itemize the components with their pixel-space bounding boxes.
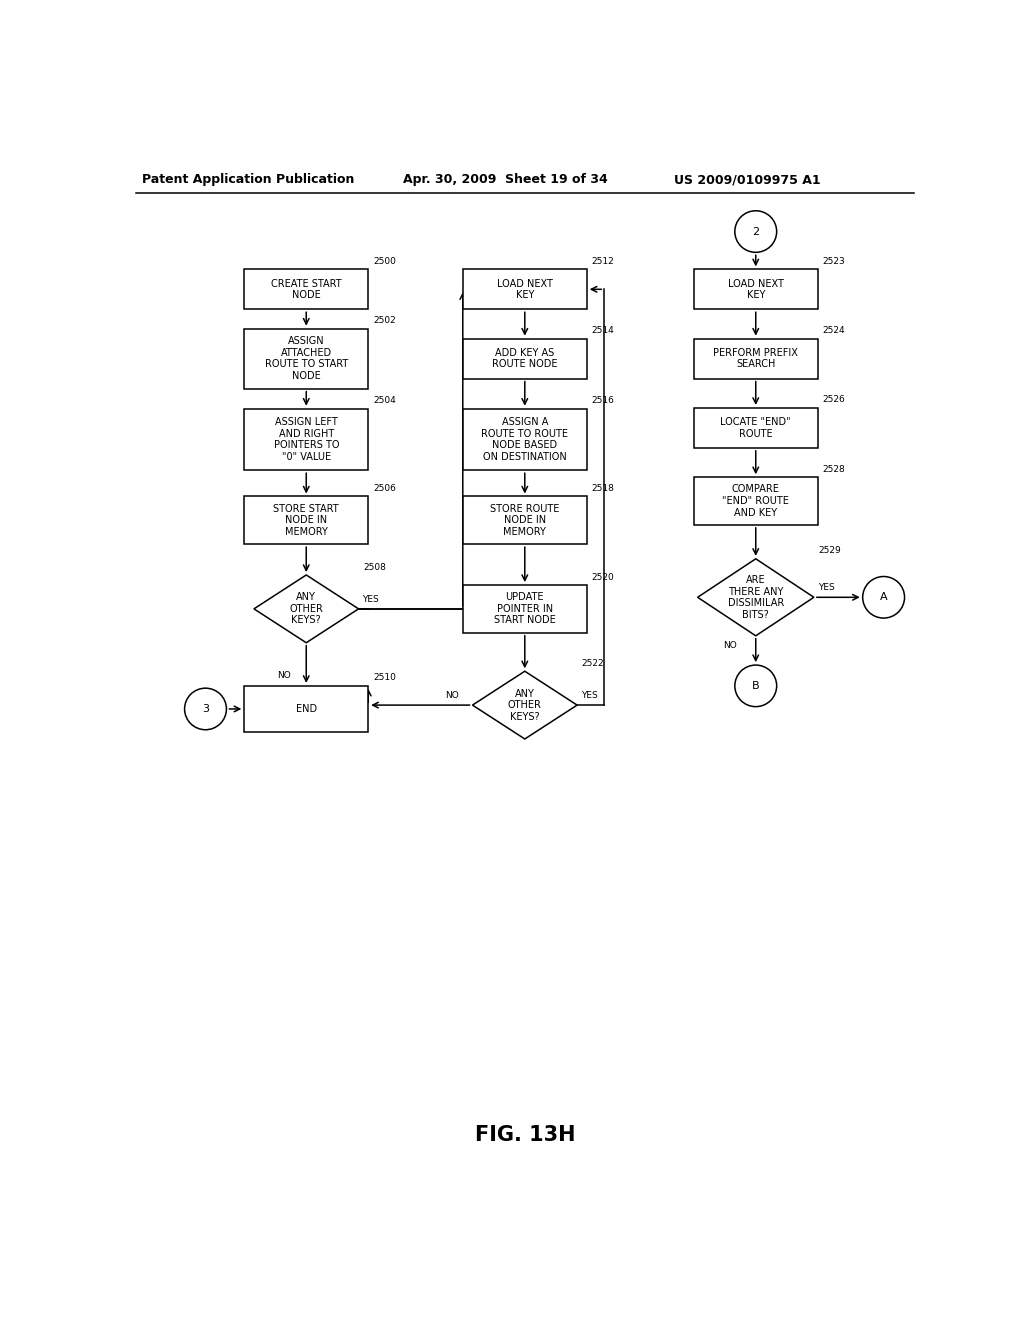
FancyBboxPatch shape	[693, 478, 818, 525]
Text: YES: YES	[581, 690, 598, 700]
FancyBboxPatch shape	[245, 409, 369, 470]
Text: ASSIGN LEFT
AND RIGHT
POINTERS TO
"0" VALUE: ASSIGN LEFT AND RIGHT POINTERS TO "0" VA…	[273, 417, 339, 462]
Text: 2504: 2504	[373, 396, 395, 405]
Text: NO: NO	[276, 672, 291, 680]
Text: NO: NO	[445, 690, 459, 700]
FancyBboxPatch shape	[693, 339, 818, 379]
Circle shape	[735, 211, 776, 252]
Text: 2502: 2502	[373, 317, 395, 325]
Text: 2508: 2508	[364, 562, 386, 572]
Text: 2512: 2512	[592, 257, 614, 265]
FancyBboxPatch shape	[693, 408, 818, 447]
Text: END: END	[296, 704, 316, 714]
Text: YES: YES	[818, 583, 835, 591]
Circle shape	[735, 665, 776, 706]
Text: YES: YES	[362, 595, 379, 605]
Text: LOAD NEXT
KEY: LOAD NEXT KEY	[728, 279, 783, 300]
Text: UPDATE
POINTER IN
START NODE: UPDATE POINTER IN START NODE	[494, 593, 556, 626]
Text: STORE ROUTE
NODE IN
MEMORY: STORE ROUTE NODE IN MEMORY	[490, 504, 559, 537]
FancyBboxPatch shape	[245, 269, 369, 309]
Polygon shape	[697, 558, 814, 636]
Text: 2: 2	[753, 227, 760, 236]
Text: US 2009/0109975 A1: US 2009/0109975 A1	[675, 173, 821, 186]
Circle shape	[184, 688, 226, 730]
Text: Apr. 30, 2009  Sheet 19 of 34: Apr. 30, 2009 Sheet 19 of 34	[403, 173, 608, 186]
FancyBboxPatch shape	[463, 339, 587, 379]
FancyBboxPatch shape	[693, 269, 818, 309]
Text: B: B	[752, 681, 760, 690]
Text: ASSIGN A
ROUTE TO ROUTE
NODE BASED
ON DESTINATION: ASSIGN A ROUTE TO ROUTE NODE BASED ON DE…	[481, 417, 568, 462]
FancyBboxPatch shape	[245, 496, 369, 544]
Text: PERFORM PREFIX
SEARCH: PERFORM PREFIX SEARCH	[714, 347, 798, 370]
Text: NO: NO	[723, 642, 737, 651]
Text: STORE START
NODE IN
MEMORY: STORE START NODE IN MEMORY	[273, 504, 339, 537]
Polygon shape	[472, 671, 578, 739]
Text: LOCATE "END"
ROUTE: LOCATE "END" ROUTE	[721, 417, 792, 438]
Text: 2520: 2520	[592, 573, 614, 582]
Text: CREATE START
NODE: CREATE START NODE	[271, 279, 342, 300]
Text: Patent Application Publication: Patent Application Publication	[142, 173, 354, 186]
Text: 2518: 2518	[592, 484, 614, 494]
Text: ANY
OTHER
KEYS?: ANY OTHER KEYS?	[508, 689, 542, 722]
Text: 2526: 2526	[822, 396, 845, 404]
FancyBboxPatch shape	[463, 496, 587, 544]
Text: 2514: 2514	[592, 326, 614, 335]
FancyBboxPatch shape	[463, 585, 587, 632]
Circle shape	[862, 577, 904, 618]
Text: 2522: 2522	[582, 659, 604, 668]
Text: LOAD NEXT
KEY: LOAD NEXT KEY	[497, 279, 553, 300]
Text: ADD KEY AS
ROUTE NODE: ADD KEY AS ROUTE NODE	[493, 347, 557, 370]
Text: FIG. 13H: FIG. 13H	[474, 1125, 575, 1144]
Text: A: A	[880, 593, 888, 602]
FancyBboxPatch shape	[245, 329, 369, 388]
Text: 3: 3	[202, 704, 209, 714]
FancyBboxPatch shape	[245, 686, 369, 733]
Text: 2500: 2500	[373, 257, 395, 265]
Text: ARE
THERE ANY
DISSIMILAR
BITS?: ARE THERE ANY DISSIMILAR BITS?	[728, 576, 784, 619]
Text: 2523: 2523	[822, 257, 845, 265]
FancyBboxPatch shape	[463, 269, 587, 309]
Text: ANY
OTHER
KEYS?: ANY OTHER KEYS?	[290, 593, 324, 626]
Text: COMPARE
"END" ROUTE
AND KEY: COMPARE "END" ROUTE AND KEY	[722, 484, 790, 517]
Text: 2528: 2528	[822, 465, 845, 474]
Text: 2510: 2510	[373, 673, 395, 682]
Text: 2506: 2506	[373, 484, 395, 494]
Polygon shape	[254, 576, 358, 643]
Text: 2529: 2529	[818, 546, 842, 556]
FancyBboxPatch shape	[463, 409, 587, 470]
Text: 2516: 2516	[592, 396, 614, 405]
Text: ASSIGN
ATTACHED
ROUTE TO START
NODE: ASSIGN ATTACHED ROUTE TO START NODE	[264, 337, 348, 381]
Text: 2524: 2524	[822, 326, 845, 335]
